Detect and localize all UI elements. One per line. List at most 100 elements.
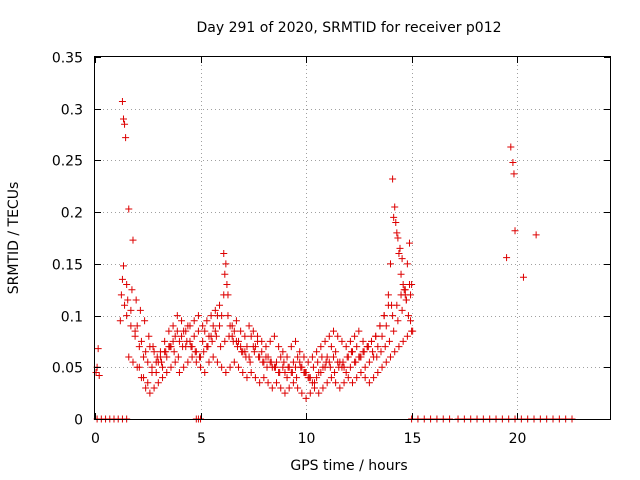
- data-point: [323, 379, 331, 387]
- data-point: [331, 368, 339, 376]
- data-point: [230, 358, 238, 366]
- data-point: [326, 363, 334, 371]
- data-point: [127, 306, 135, 314]
- data-point: [153, 353, 161, 361]
- data-point: [294, 353, 302, 361]
- data-point: [165, 327, 173, 335]
- data-point: [163, 368, 171, 376]
- data-point: [347, 348, 355, 356]
- data-point: [365, 379, 373, 387]
- data-point: [122, 134, 130, 142]
- data-point: [332, 379, 340, 387]
- data-point: [161, 337, 169, 345]
- data-point: [353, 374, 361, 382]
- y-tick-label: 0.2: [61, 206, 83, 222]
- data-point: [123, 312, 131, 320]
- data-point: [187, 343, 195, 351]
- data-point: [247, 332, 255, 340]
- data-point: [313, 374, 321, 382]
- data-point: [118, 275, 126, 283]
- data-point: [315, 389, 323, 397]
- data-point: [188, 353, 196, 361]
- data-point: [327, 343, 335, 351]
- data-point: [279, 348, 287, 356]
- data-point: [343, 353, 351, 361]
- data-point: [275, 343, 283, 351]
- data-point: [243, 374, 251, 382]
- data-point: [382, 358, 390, 366]
- data-point: [129, 358, 137, 366]
- data-point: [129, 236, 137, 244]
- data-point: [268, 384, 276, 392]
- data-point: [220, 250, 228, 258]
- data-point: [395, 250, 403, 258]
- data-point: [377, 348, 385, 356]
- data-point: [367, 337, 375, 345]
- x-tick-label: 10: [298, 431, 316, 447]
- data-point: [396, 244, 404, 252]
- data-point: [334, 332, 342, 340]
- data-point: [509, 158, 517, 166]
- data-point: [311, 384, 319, 392]
- data-point: [378, 332, 386, 340]
- data-point: [306, 389, 314, 397]
- data-point: [385, 337, 393, 345]
- data-point: [225, 332, 233, 340]
- data-point: [197, 363, 205, 371]
- data-point: [118, 97, 126, 105]
- data-point: [364, 343, 372, 351]
- data-point: [256, 379, 264, 387]
- data-point: [336, 384, 344, 392]
- y-tick-label: 0.05: [52, 361, 83, 377]
- data-point: [389, 312, 397, 320]
- data-point: [246, 358, 254, 366]
- data-point: [266, 337, 274, 345]
- data-point: [201, 368, 209, 376]
- data-point: [292, 337, 300, 345]
- y-tick-label: 0.25: [52, 154, 83, 170]
- data-point: [92, 368, 100, 376]
- data-point: [403, 332, 411, 340]
- data-point: [259, 358, 267, 366]
- data-point: [238, 348, 246, 356]
- data-point: [145, 332, 153, 340]
- data-point: [325, 332, 333, 340]
- data-point: [229, 337, 237, 345]
- data-point: [267, 358, 275, 366]
- data-point: [349, 379, 356, 387]
- data-point: [389, 175, 397, 183]
- data-point: [352, 358, 360, 366]
- data-point: [330, 327, 338, 335]
- data-point: [393, 229, 401, 237]
- data-point: [166, 343, 174, 351]
- data-point: [121, 120, 129, 128]
- data-point: [178, 317, 186, 325]
- data-point: [287, 343, 295, 351]
- data-point: [263, 363, 271, 371]
- data-point: [179, 343, 187, 351]
- data-point: [123, 281, 131, 289]
- data-point: [382, 322, 390, 330]
- data-point: [125, 205, 133, 213]
- data-point: [144, 358, 152, 366]
- data-point: [178, 332, 186, 340]
- data-point: [309, 363, 317, 371]
- data-point: [365, 358, 373, 366]
- data-point: [194, 327, 202, 335]
- data-point: [381, 343, 389, 351]
- data-point: [280, 358, 288, 366]
- data-point: [260, 374, 268, 382]
- data-point: [184, 358, 192, 366]
- data-point: [258, 348, 266, 356]
- data-point: [264, 353, 272, 361]
- data-point: [174, 353, 182, 361]
- data-point: [224, 312, 232, 320]
- data-point: [401, 286, 409, 294]
- data-point: [301, 368, 309, 376]
- data-point: [378, 363, 386, 371]
- data-point: [399, 337, 407, 345]
- data-point: [407, 291, 415, 299]
- data-point: [314, 358, 322, 366]
- data-point: [159, 374, 167, 382]
- data-point: [95, 372, 103, 380]
